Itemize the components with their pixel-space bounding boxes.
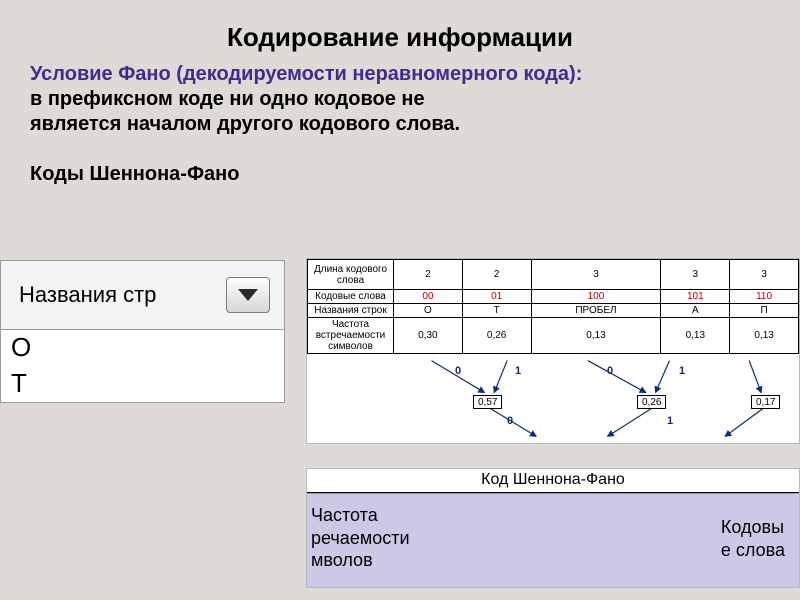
dropdown-header-label: Названия стр [19, 282, 156, 308]
tree-digit: 0 [607, 365, 613, 377]
code-table: Длина кодового слова 2 2 3 3 3 Кодовые с… [307, 259, 799, 354]
tree-digit: 0 [507, 415, 513, 427]
cell: 100 [531, 290, 661, 304]
cell: 110 [730, 290, 799, 304]
dropdown-header[interactable]: Названия стр [0, 260, 285, 330]
cell: О [394, 304, 463, 318]
list-item[interactable]: Т [1, 366, 284, 402]
row-label: Частота встречаемости символов [308, 318, 394, 354]
cell: 00 [394, 290, 463, 304]
tree-digit: 0 [455, 365, 461, 377]
sum-box: 0,57 [473, 395, 502, 409]
text-line: речаемости [311, 528, 410, 548]
table-row: Названия строк О Т ПРОБЕЛ А П [308, 304, 799, 318]
cell: 2 [394, 260, 463, 290]
row-label: Длина кодового слова [308, 260, 394, 290]
body-text: Условие Фано (декодируемости неравномерн… [30, 62, 770, 187]
row-label: Названия строк [308, 304, 394, 318]
code-table-fragment: Длина кодового слова 2 2 3 3 3 Кодовые с… [306, 258, 800, 444]
fragment-title: Код Шеннона-Фано [307, 469, 799, 493]
cell: А [661, 304, 730, 318]
cell: 3 [730, 260, 799, 290]
rownames-dropdown: Названия стр О Т [0, 260, 285, 403]
text-line: мволов [311, 550, 373, 570]
table-row: Длина кодового слова 2 2 3 3 3 [308, 260, 799, 290]
para1-line2: является началом другого кодового слова. [30, 113, 460, 135]
cell: 01 [462, 290, 531, 304]
dropdown-toggle-button[interactable] [226, 277, 270, 313]
text-line: Кодовы [721, 517, 784, 537]
cell: П [730, 304, 799, 318]
sum-box: 0,17 [751, 395, 780, 409]
row-label: Кодовые слова [308, 290, 394, 304]
fano-condition-heading: Условие Фано (декодируемости неравномерн… [30, 63, 582, 85]
cell: ПРОБЕЛ [531, 304, 661, 318]
tree-digit: 1 [667, 415, 673, 427]
tree-digit: 1 [515, 365, 521, 377]
cell: 0,13 [531, 318, 661, 354]
dropdown-list: О Т [0, 330, 285, 403]
table-row: Частота встречаемости символов 0,30 0,26… [308, 318, 799, 354]
table-row: Кодовые слова 00 01 100 101 110 [308, 290, 799, 304]
shannon-fano-fragment: Код Шеннона-Фано Частота речаемости мвол… [306, 468, 800, 588]
sum-box: 0,26 [637, 395, 666, 409]
cell: 3 [661, 260, 730, 290]
left-column-label: Частота речаемости мволов [311, 504, 410, 572]
cell: 3 [531, 260, 661, 290]
list-item[interactable]: О [1, 330, 284, 366]
cell: 2 [462, 260, 531, 290]
right-column-label: Кодовы е слова [721, 516, 785, 561]
cell: Т [462, 304, 531, 318]
cell: 101 [661, 290, 730, 304]
cell: 0,26 [462, 318, 531, 354]
fragment-body: Частота речаемости мволов Кодовы е слова [307, 493, 799, 588]
text-line: е слова [721, 540, 785, 560]
chevron-down-icon [238, 289, 258, 301]
para1-line1: в префиксном коде ни одно кодовое не [30, 88, 425, 110]
cell: 0,30 [394, 318, 463, 354]
cell: 0,13 [661, 318, 730, 354]
text-line: Частота [311, 505, 378, 525]
cell: 0,13 [730, 318, 799, 354]
para2-visible: Коды Шеннона-Фано [30, 163, 239, 185]
slide-title: Кодирование информации [0, 22, 800, 53]
tree-digit: 1 [679, 365, 685, 377]
